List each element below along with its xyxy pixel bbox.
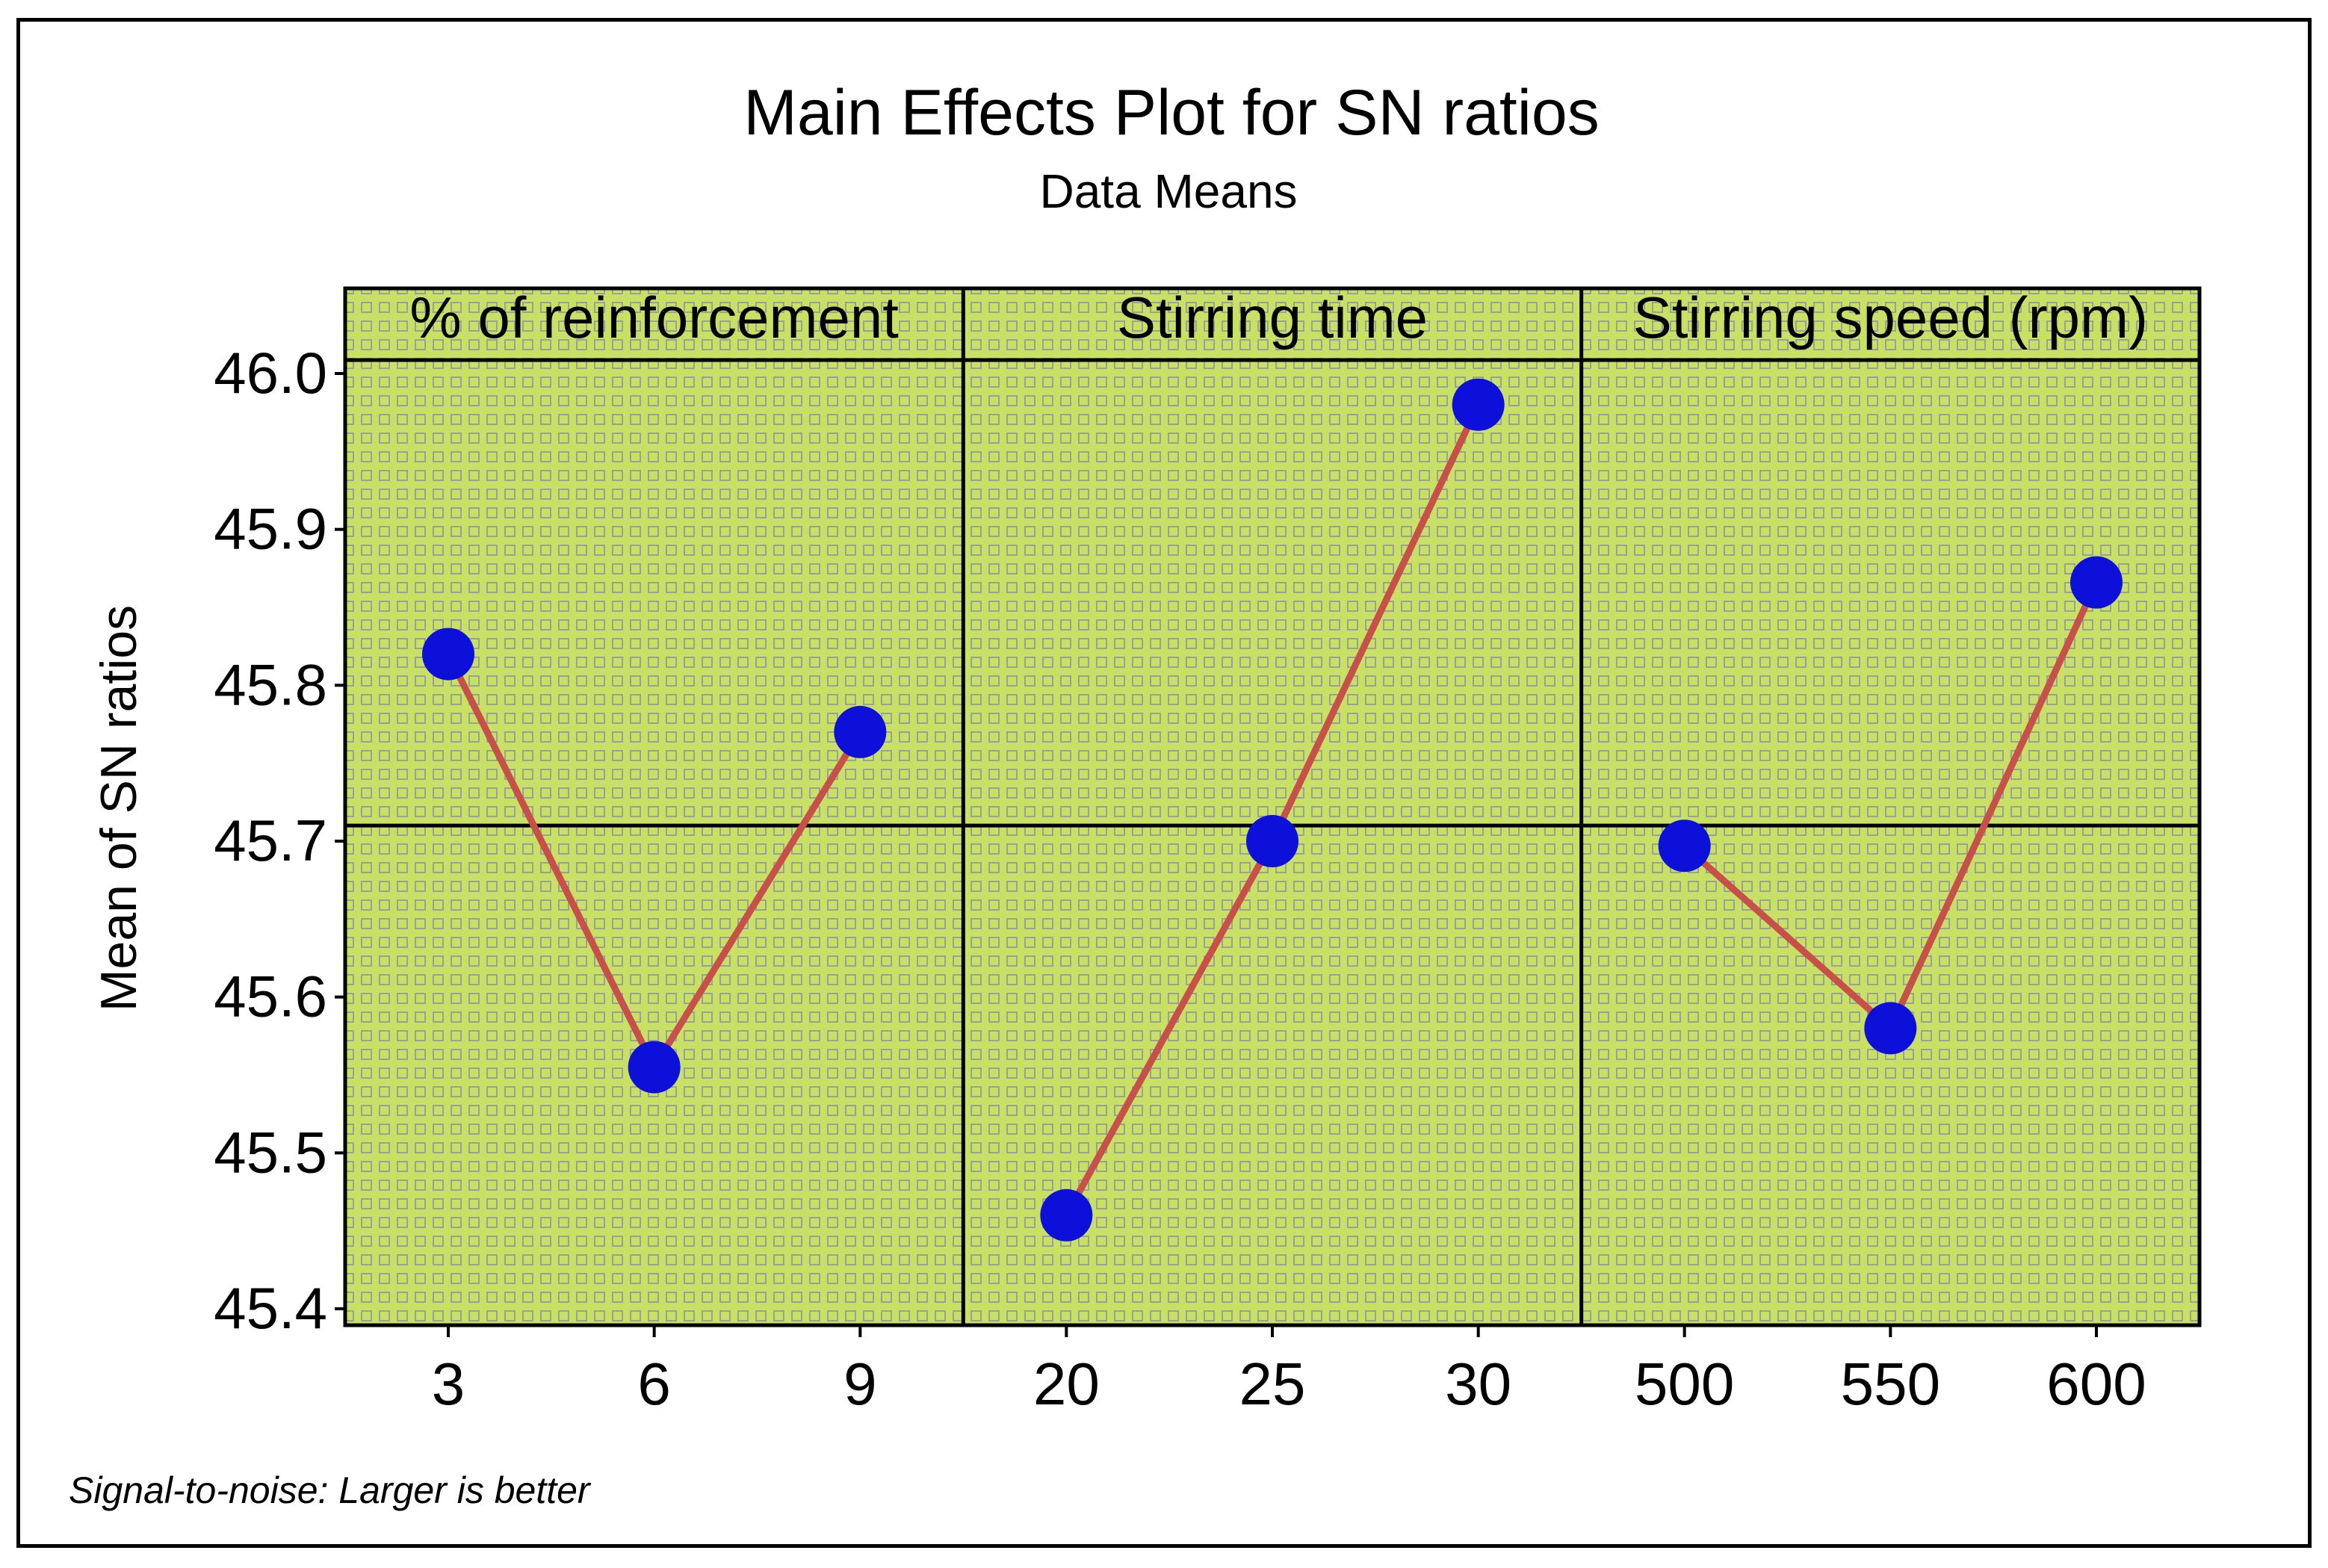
y-tick-label: 45.6 bbox=[214, 964, 327, 1029]
y-axis-label: Mean of SN ratios bbox=[90, 605, 147, 1011]
x-tick-label: 20 bbox=[1033, 1351, 1100, 1417]
y-tick-label: 46.0 bbox=[214, 340, 327, 406]
data-point bbox=[1246, 815, 1298, 867]
panel-header-label: Stirring time bbox=[1117, 285, 1428, 350]
footnote: Signal-to-noise: Larger is better bbox=[69, 1469, 592, 1511]
data-point bbox=[1864, 1002, 1917, 1055]
x-tick-label: 550 bbox=[1841, 1351, 1940, 1417]
x-tick-label: 25 bbox=[1239, 1351, 1306, 1417]
chart-subtitle: Data Means bbox=[1039, 164, 1297, 218]
data-point bbox=[2070, 556, 2123, 609]
y-tick-label: 45.8 bbox=[214, 651, 327, 717]
chart-title: Main Effects Plot for SN ratios bbox=[743, 77, 1600, 149]
data-point bbox=[1040, 1189, 1093, 1242]
y-tick-label: 45.9 bbox=[214, 496, 327, 562]
series bbox=[422, 378, 2123, 1242]
y-tick-label: 45.7 bbox=[214, 808, 327, 873]
y-axis: 46.0 45.9 45.8 45.7 45.6 45.5 45.4 bbox=[214, 340, 345, 1341]
x-tick-label: 30 bbox=[1445, 1351, 1511, 1417]
x-tick-label: 500 bbox=[1635, 1351, 1734, 1417]
data-point bbox=[1452, 378, 1505, 431]
data-point bbox=[1658, 819, 1711, 873]
panel-pattern bbox=[345, 288, 2199, 1325]
y-tick-label: 45.4 bbox=[214, 1275, 327, 1341]
x-tick-label: 600 bbox=[2046, 1351, 2146, 1417]
panel-header-label: Stirring speed (rpm) bbox=[1633, 285, 2148, 350]
x-tick-label: 3 bbox=[432, 1351, 465, 1417]
x-tick-label: 9 bbox=[843, 1351, 877, 1417]
data-point bbox=[628, 1041, 681, 1094]
data-point bbox=[422, 627, 474, 681]
panel-headers: % of reinforcement Stirring time Stirring … bbox=[409, 285, 2148, 350]
x-axis: 3 6 9 20 25 30 500 550 600 bbox=[432, 1325, 2146, 1417]
panel-header-label: % of reinforcement bbox=[409, 285, 899, 350]
y-tick-label: 45.5 bbox=[214, 1119, 327, 1185]
x-tick-label: 6 bbox=[637, 1351, 671, 1417]
panel-backgrounds bbox=[345, 288, 2199, 1325]
data-point bbox=[834, 705, 887, 758]
